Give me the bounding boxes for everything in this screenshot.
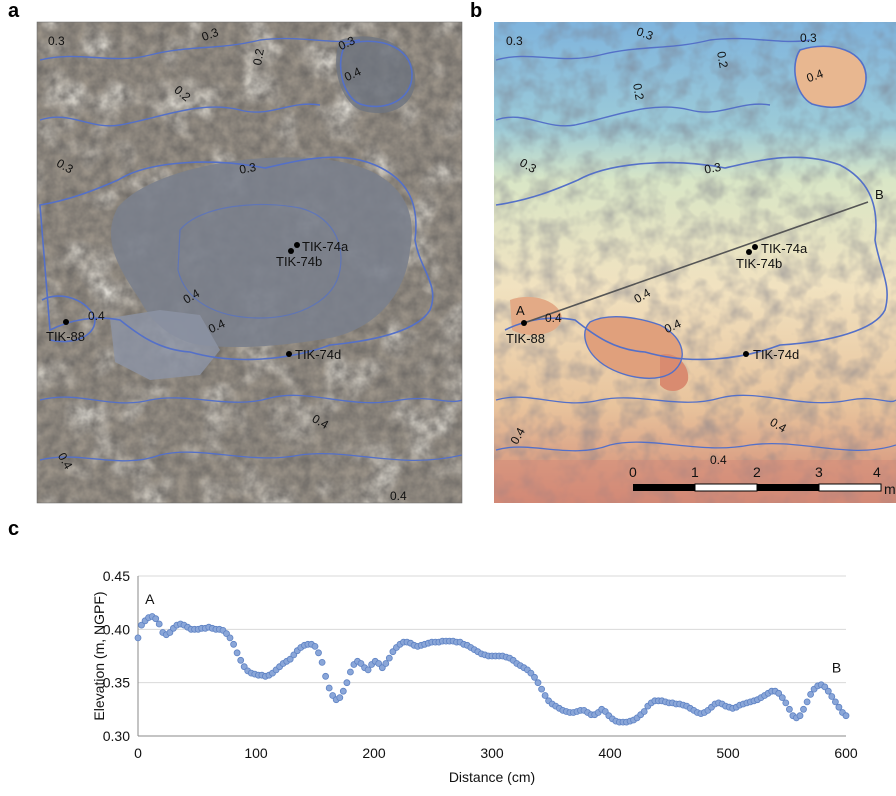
data-point [778,694,786,701]
data-point [385,654,393,662]
panel-label-b: b [470,0,483,22]
data-point [223,630,230,637]
data-point [315,649,322,657]
data-point [835,703,843,711]
data-point [325,684,333,692]
x-tick-label: 0 [134,745,142,761]
y-tick-label: 0.30 [103,728,130,744]
data-point [796,712,804,720]
x-tick-label: 300 [480,745,504,761]
data-point [782,699,790,707]
data-point [382,660,390,667]
panel-label-c: c [8,518,20,540]
data-point [538,685,545,693]
x-tick-label: 200 [362,745,386,761]
data-point [803,698,811,706]
data-point [318,659,326,666]
data-point [531,673,538,681]
y-tick-label: 0.35 [103,675,130,691]
data-point [233,649,241,657]
data-point [786,705,793,713]
x-tick-label: 400 [598,745,622,761]
data-point [343,679,351,687]
data-point [775,689,783,697]
y-tick-label: 0.40 [103,621,130,637]
data-point [541,692,549,699]
data-point [346,668,354,676]
data-point [828,693,836,700]
x-tick-label: 600 [834,745,858,761]
data-point [821,683,829,691]
data-point [534,679,542,687]
data-point [375,660,383,667]
data-point [134,634,142,642]
data-point [640,708,648,715]
data-point [152,615,160,623]
data-point [339,687,347,695]
data-point [364,666,372,674]
data-point [832,698,839,706]
data-point [155,620,163,628]
data-point [842,712,850,720]
data-point [311,643,319,650]
data-point [800,705,807,713]
x-axis-label: Distance (cm) [449,769,535,785]
data-point [824,687,832,695]
data-point [230,640,238,648]
data-point [237,656,245,664]
data-point [226,634,234,642]
profile-annotation: A [145,591,155,607]
data-point [336,694,344,701]
data-point [807,691,814,698]
y-axis-label: Elevation (m, NGPF) [91,591,107,720]
y-tick-label: 0.45 [103,568,130,584]
data-point [138,621,145,629]
profile-annotation: B [832,659,841,675]
data-point [527,669,535,677]
x-tick-label: 100 [244,745,268,761]
data-point [286,655,294,663]
data-point [322,672,330,680]
data-point [357,660,365,667]
panel-label-a: a [8,0,20,22]
x-tick-label: 500 [716,745,740,761]
